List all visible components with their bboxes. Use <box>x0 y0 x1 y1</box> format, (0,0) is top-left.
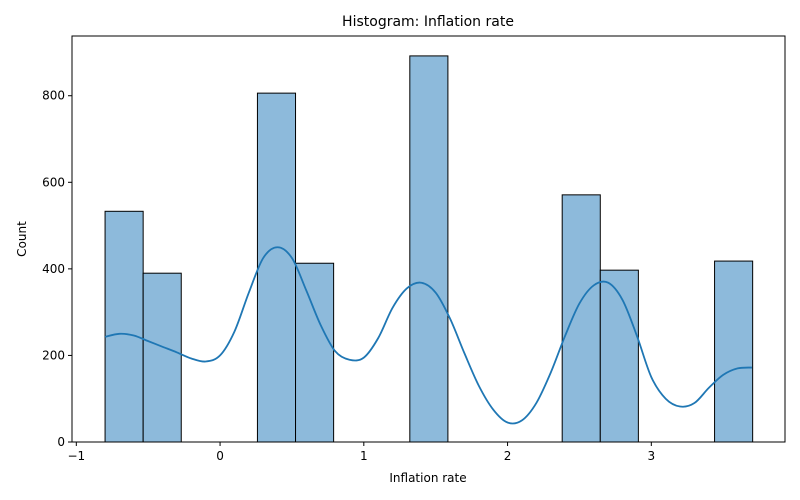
histogram-bars <box>104 55 754 443</box>
histogram-bar <box>256 92 297 443</box>
y-tick-label: 600 <box>42 175 65 189</box>
histogram-bar <box>409 55 449 443</box>
kde-curve <box>104 246 752 425</box>
y-tick-label: 400 <box>42 262 65 276</box>
histogram-bar <box>714 260 754 443</box>
x-tick-label: −1 <box>67 449 85 463</box>
x-tick-label: 2 <box>504 449 512 463</box>
x-tick-label: 0 <box>216 449 224 463</box>
y-tick-label: 800 <box>42 89 65 103</box>
plot-frame <box>71 35 786 443</box>
histogram-bar <box>104 210 144 443</box>
y-axis-label: Count <box>15 221 29 257</box>
chart-title: Histogram: Inflation rate <box>342 14 514 30</box>
y-tick-label: 0 <box>57 435 65 449</box>
x-tick-label: 1 <box>360 449 368 463</box>
histogram-bar <box>561 194 601 443</box>
x-axis-ticks: −1 0 1 2 3 <box>67 442 655 463</box>
histogram-bar <box>295 262 335 443</box>
y-tick-label: 200 <box>42 348 65 362</box>
x-axis-label: Inflation rate <box>389 471 466 485</box>
histogram-bar <box>142 272 182 443</box>
x-tick-label: 3 <box>647 449 655 463</box>
y-axis-ticks: 0 200 400 600 800 <box>42 89 72 449</box>
